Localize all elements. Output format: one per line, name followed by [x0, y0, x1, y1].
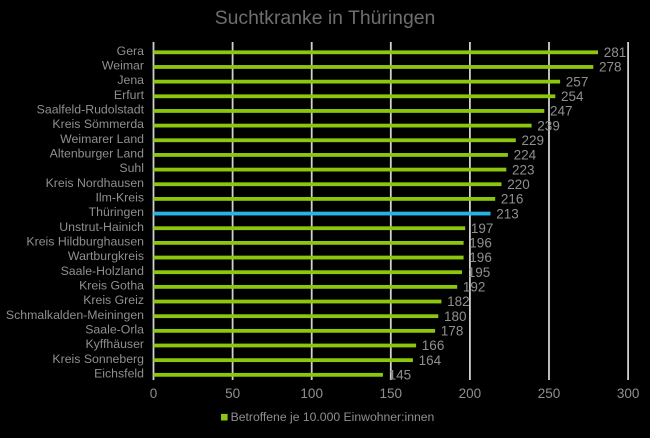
svg-text:247: 247 — [550, 104, 573, 119]
svg-text:257: 257 — [566, 74, 589, 89]
svg-text:Kreis Sömmerda: Kreis Sömmerda — [52, 117, 144, 131]
svg-text:Kreis Nordhausen: Kreis Nordhausen — [46, 176, 145, 190]
svg-text:196: 196 — [469, 236, 492, 251]
svg-text:192: 192 — [463, 280, 486, 295]
svg-text:Saale-Orla: Saale-Orla — [85, 322, 144, 336]
svg-text:216: 216 — [501, 192, 524, 207]
svg-text:213: 213 — [496, 206, 519, 221]
svg-text:254: 254 — [561, 89, 584, 104]
svg-text:Suchtkranke in Thüringen: Suchtkranke in Thüringen — [215, 7, 436, 29]
svg-text:Saale-Holzland: Saale-Holzland — [61, 264, 145, 278]
svg-text:300: 300 — [617, 386, 640, 401]
svg-text:Betroffene je 10.000 Einwohner: Betroffene je 10.000 Einwohner:innen — [231, 410, 435, 424]
svg-text:Kyffhäuser: Kyffhäuser — [85, 337, 144, 351]
svg-text:Kreis Gotha: Kreis Gotha — [79, 278, 144, 292]
svg-text:Weimarer Land: Weimarer Land — [60, 132, 144, 146]
svg-text:281: 281 — [604, 45, 627, 60]
svg-text:200: 200 — [459, 386, 482, 401]
svg-text:0: 0 — [150, 386, 158, 401]
svg-text:145: 145 — [389, 368, 412, 383]
svg-text:Saalfeld-Rudolstadt: Saalfeld-Rudolstadt — [37, 103, 145, 117]
svg-text:Eichsfeld: Eichsfeld — [94, 366, 144, 380]
svg-text:195: 195 — [468, 265, 491, 280]
svg-text:Schmalkalden-Meiningen: Schmalkalden-Meiningen — [6, 308, 144, 322]
svg-text:220: 220 — [507, 177, 530, 192]
svg-text:278: 278 — [599, 60, 622, 75]
svg-text:Suhl: Suhl — [119, 161, 144, 175]
svg-text:180: 180 — [444, 309, 467, 324]
svg-text:Kreis Greiz: Kreis Greiz — [83, 293, 144, 307]
svg-text:Kreis Sonneberg: Kreis Sonneberg — [52, 352, 144, 366]
svg-text:197: 197 — [471, 221, 494, 236]
svg-text:100: 100 — [300, 386, 323, 401]
svg-text:150: 150 — [380, 386, 403, 401]
svg-text:50: 50 — [225, 386, 240, 401]
svg-text:239: 239 — [537, 118, 560, 133]
svg-text:250: 250 — [538, 386, 561, 401]
svg-text:Ilm-Kreis: Ilm-Kreis — [95, 191, 144, 205]
svg-text:224: 224 — [514, 148, 537, 163]
svg-text:Jena: Jena — [117, 73, 144, 87]
svg-text:Unstrut-Hainich: Unstrut-Hainich — [59, 220, 144, 234]
svg-text:196: 196 — [469, 250, 492, 265]
svg-text:Kreis Hildburghausen: Kreis Hildburghausen — [26, 234, 144, 248]
svg-text:Altenburger Land: Altenburger Land — [50, 147, 145, 161]
svg-text:166: 166 — [422, 338, 445, 353]
svg-text:Thüringen: Thüringen — [89, 205, 145, 219]
svg-text:178: 178 — [441, 324, 464, 339]
svg-text:223: 223 — [512, 162, 535, 177]
svg-text:Gera: Gera — [117, 44, 144, 58]
svg-text:229: 229 — [522, 133, 545, 148]
svg-text:164: 164 — [419, 353, 442, 368]
svg-text:Wartburgkreis: Wartburgkreis — [68, 249, 144, 263]
svg-text:Weimar: Weimar — [102, 59, 144, 73]
svg-text:182: 182 — [447, 294, 470, 309]
svg-text:Erfurt: Erfurt — [114, 88, 145, 102]
